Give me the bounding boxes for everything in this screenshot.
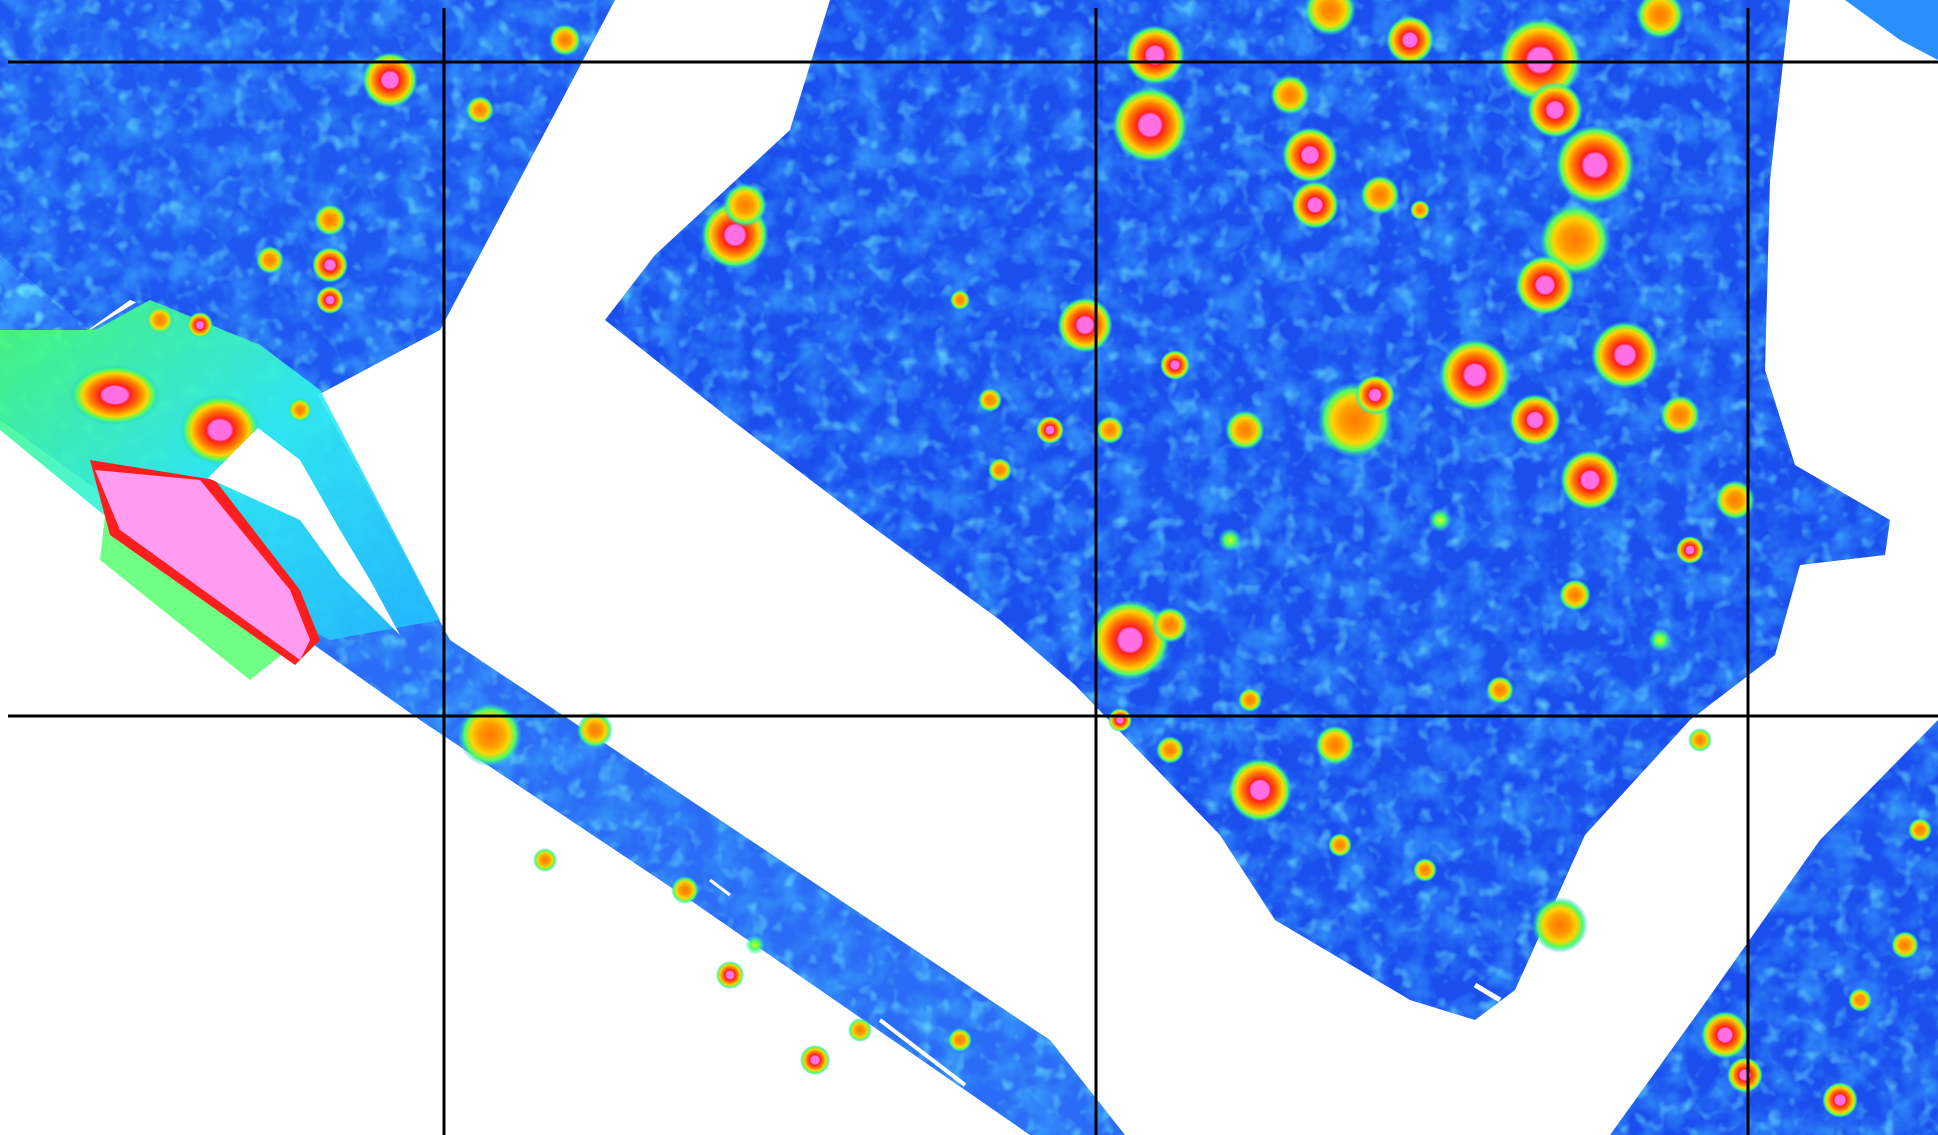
data-gap-slivers bbox=[709, 878, 1502, 1087]
map-grid bbox=[8, 8, 1938, 1135]
anomaly-left-junction bbox=[0, 300, 440, 680]
survey-corner-top-right bbox=[1845, 0, 1938, 60]
no-data-gap bbox=[208, 428, 400, 635]
